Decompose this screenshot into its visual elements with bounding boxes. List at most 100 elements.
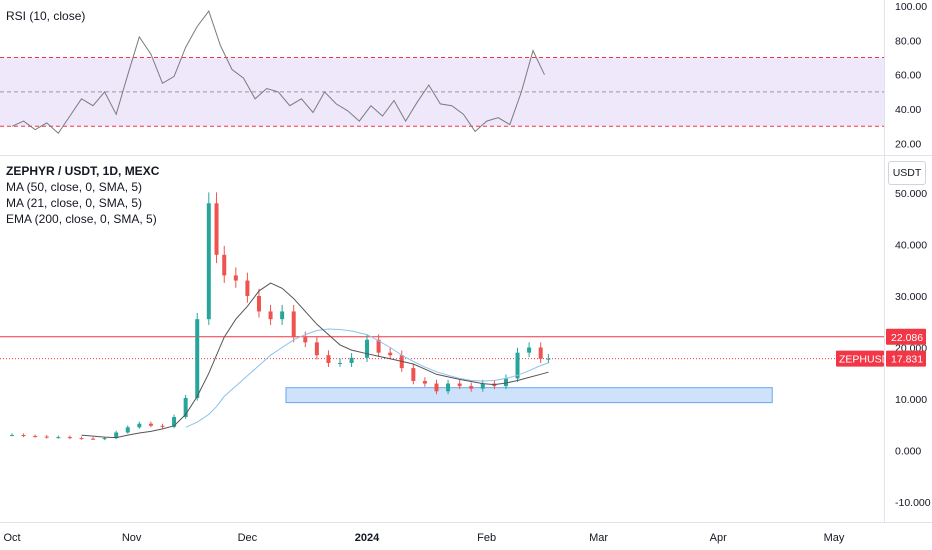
candle-body xyxy=(67,437,72,439)
candle xyxy=(480,379,485,392)
rsi-line xyxy=(11,10,545,134)
candle xyxy=(515,347,520,382)
candle-body xyxy=(91,438,96,440)
hline-price-tag-label: 22.086 xyxy=(891,332,923,344)
candle-body xyxy=(326,355,331,363)
candle-body xyxy=(148,423,153,426)
candle xyxy=(422,377,427,387)
candle-body xyxy=(10,435,14,437)
x-tick-label: Apr xyxy=(710,532,727,544)
x-tick-label: Nov xyxy=(122,532,142,544)
x-tick-label: Feb xyxy=(477,532,496,544)
candle xyxy=(125,425,130,434)
ma-50-line xyxy=(185,328,549,428)
candle xyxy=(148,421,153,428)
candle-body xyxy=(268,311,273,320)
rsi-y-tick-label: 60.00 xyxy=(895,70,921,82)
candle-body xyxy=(291,311,296,338)
indicator-ma50-label[interactable]: MA (50, close, 0, SMA, 5) xyxy=(6,180,143,194)
candle xyxy=(21,433,26,438)
x-tick-label: 2024 xyxy=(355,532,380,544)
candle-body xyxy=(338,362,343,364)
grid xyxy=(0,0,932,523)
symbol-tag xyxy=(836,350,884,367)
price-y-tick-label: 30.000 xyxy=(895,291,927,303)
candle-body xyxy=(388,352,393,356)
symbol-title: ZEPHYR / USDT, 1D, MEXC xyxy=(6,164,160,178)
candle xyxy=(434,379,439,395)
candle-body xyxy=(314,342,319,356)
price-y-tick-label: 50.000 xyxy=(895,188,927,200)
candle-body xyxy=(365,339,370,358)
candle-body xyxy=(546,358,551,360)
candle xyxy=(233,267,238,288)
candle xyxy=(214,192,219,264)
candle xyxy=(527,342,532,358)
candle xyxy=(206,192,211,325)
candle xyxy=(245,272,250,303)
candle-body xyxy=(480,383,485,389)
candle-body xyxy=(114,432,119,439)
candle-body xyxy=(503,378,508,387)
candle xyxy=(538,342,543,364)
candle-body xyxy=(79,438,84,440)
candle-body xyxy=(303,337,308,343)
candle xyxy=(280,304,285,325)
candle-body xyxy=(538,347,543,359)
ma-21-line xyxy=(81,282,549,439)
candle-body xyxy=(56,437,61,439)
candle-body xyxy=(222,254,227,276)
hline-price-tag xyxy=(886,328,926,345)
candle-body xyxy=(33,436,38,438)
candle xyxy=(388,347,393,360)
candle-body xyxy=(434,383,439,392)
x-tick-label: Mar xyxy=(589,532,608,544)
candle xyxy=(56,435,61,439)
candle-body xyxy=(172,417,177,427)
candle xyxy=(195,312,200,401)
axes: 100.00 80.00 60.00 40.00 20.00 50.000 40.000 30… xyxy=(3,1,930,544)
candle-body xyxy=(102,438,107,440)
candle xyxy=(376,334,381,358)
x-tick-label: Oct xyxy=(3,532,20,544)
candle xyxy=(446,379,451,395)
price-y-tick-label: -10.000 xyxy=(895,497,931,509)
candle xyxy=(256,288,261,318)
symbol-tag-label: ZEPHUSDT xyxy=(839,354,896,366)
support-zone xyxy=(285,387,773,404)
candle-body xyxy=(195,319,200,398)
indicator-ma21-label[interactable]: MA (21, close, 0, SMA, 5) xyxy=(6,196,143,210)
currency-selector[interactable]: USDT xyxy=(888,161,926,185)
price-panel xyxy=(0,192,884,441)
x-tick-label: May xyxy=(824,532,845,544)
candle xyxy=(411,363,416,385)
indicator-ema200-label[interactable]: EMA (200, close, 0, SMA, 5) xyxy=(6,212,157,226)
candle xyxy=(314,336,319,360)
candle xyxy=(503,374,508,390)
candle-body xyxy=(376,339,381,353)
candle xyxy=(338,358,343,367)
candle-body xyxy=(411,368,416,381)
last-price-tag-label: 17.831 xyxy=(891,354,923,366)
candle xyxy=(137,421,142,429)
x-tick-label: Dec xyxy=(238,532,258,544)
candle xyxy=(10,433,14,437)
price-y-tick-label: 0.000 xyxy=(895,446,921,458)
candle-body xyxy=(125,427,130,433)
rsi-y-tick-label: 20.00 xyxy=(895,139,921,151)
rsi-y-tick-label: 80.00 xyxy=(895,35,921,47)
candle xyxy=(222,245,227,283)
rsi-y-tick-label: 40.00 xyxy=(895,104,921,116)
candle-body xyxy=(446,383,451,392)
candle-body xyxy=(233,275,238,281)
candle-body xyxy=(457,383,462,387)
candle-body xyxy=(422,380,427,384)
candle xyxy=(546,353,551,364)
rsi-panel xyxy=(0,10,884,134)
candle-body xyxy=(137,423,142,428)
candle xyxy=(79,436,84,440)
candle xyxy=(268,304,273,325)
candle xyxy=(469,382,474,392)
candle xyxy=(67,435,72,440)
